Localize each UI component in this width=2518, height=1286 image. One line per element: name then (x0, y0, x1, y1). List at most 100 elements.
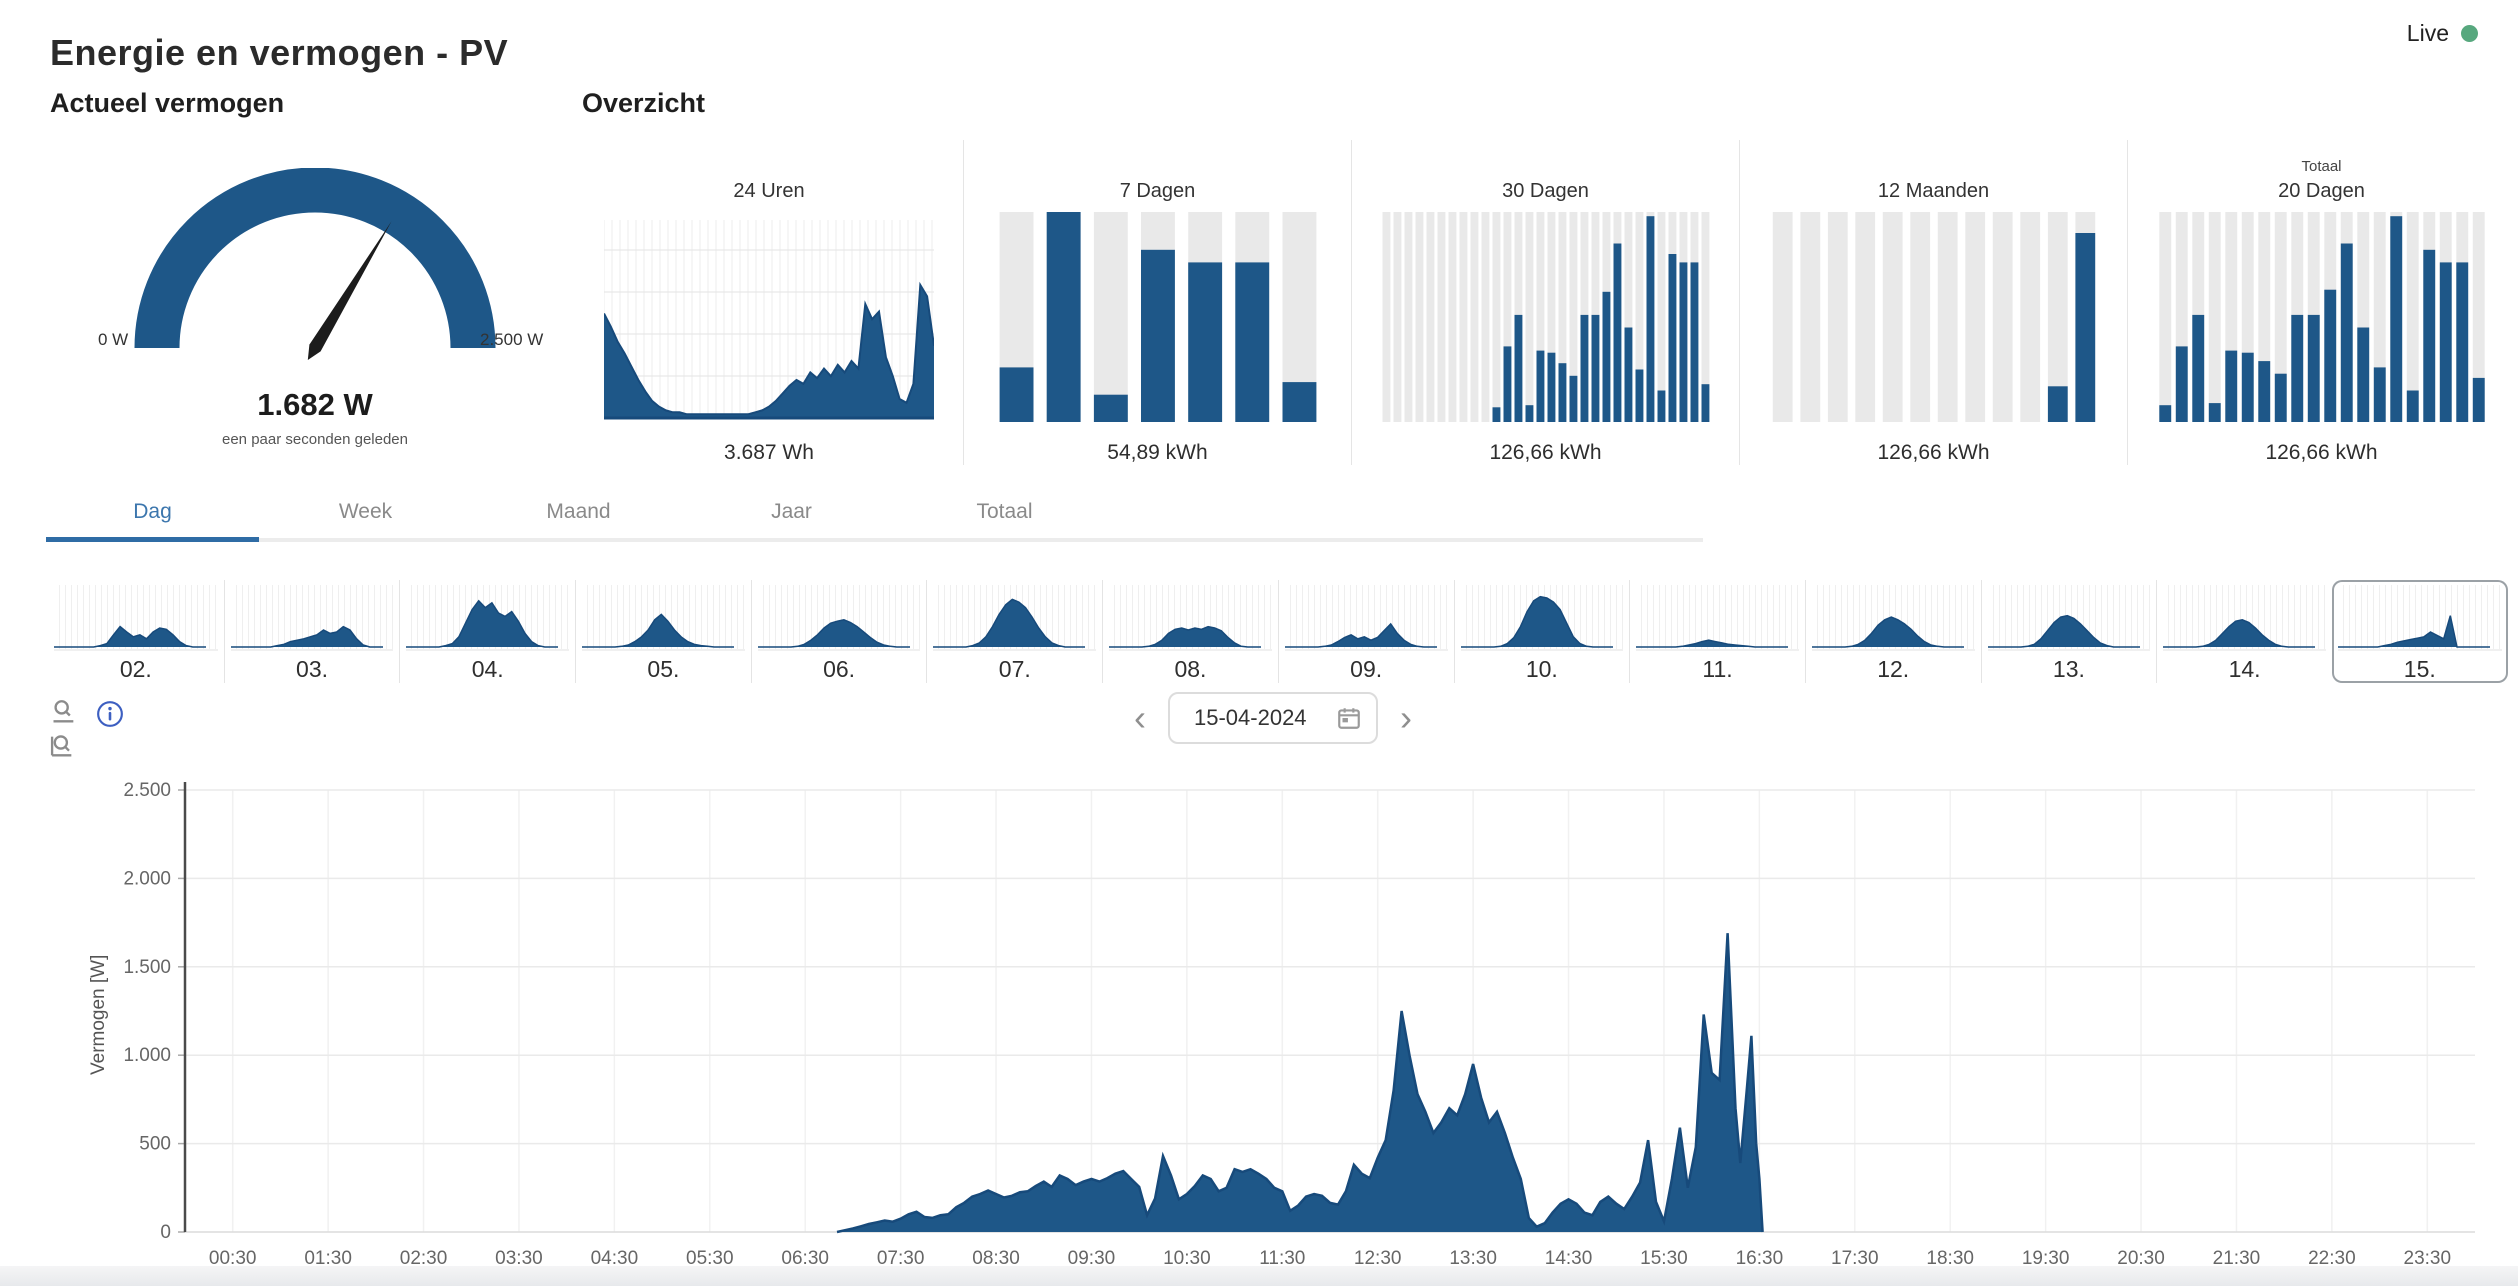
day-label: 04. (471, 656, 504, 682)
chevron-right-icon[interactable]: › (1400, 697, 1412, 738)
x-axis-label: 19:30 (2022, 1248, 2070, 1269)
day-cell-07[interactable]: 07. (926, 580, 1102, 683)
tab-track (46, 537, 1703, 542)
day-cell-06[interactable]: 06. (750, 580, 927, 683)
day-cell-13[interactable]: 13. (1980, 580, 2157, 683)
x-axis-label: 02:30 (400, 1248, 448, 1269)
day-label: 10. (1525, 656, 1558, 682)
x-axis-label: 17:30 (1831, 1248, 1879, 1269)
x-axis-label: 12:30 (1354, 1248, 1402, 1269)
day-mini-chart (54, 585, 218, 651)
overview-value-12m: 126,66 kWh (1877, 441, 1990, 464)
overview-chart-7d (999, 212, 1316, 422)
day-label: 05. (647, 656, 680, 682)
overview-value-total: 126,66 kWh (2265, 441, 2378, 464)
day-mini-chart (757, 585, 921, 651)
overview-value-24h: 3.687 Wh (724, 441, 814, 464)
svg-text:0: 0 (160, 1222, 171, 1243)
day-mini-chart (1460, 585, 1624, 651)
day-cell-08[interactable]: 08. (1102, 580, 1278, 683)
day-label: 07. (998, 656, 1031, 682)
overview-title-12m: 12 Maanden (1877, 180, 1990, 202)
calendar-icon[interactable] (1336, 705, 1362, 731)
section-title-actueel-vermogen: Actueel vermogen (50, 88, 285, 118)
overview-cell-30d: 30 Dagen 126,66 kWh (1351, 140, 1739, 465)
svg-text:1.500: 1.500 (123, 957, 171, 978)
gauge-max-label: 2.500 W (480, 330, 544, 349)
x-axis-label: 06:30 (781, 1248, 829, 1269)
date-navigation: ‹ › (1130, 692, 1416, 744)
x-axis-label: 18:30 (1926, 1248, 1974, 1269)
day-label: 03. (296, 656, 329, 682)
tab-dag[interactable]: Dag (133, 500, 172, 523)
day-mini-chart (406, 585, 570, 651)
day-cell-03[interactable]: 03. (223, 580, 400, 683)
day-cell-12[interactable]: 12. (1804, 580, 1981, 683)
overview-value-30d: 126,66 kWh (1489, 441, 1602, 464)
svg-text:500: 500 (139, 1134, 171, 1155)
day-mini-chart (2163, 585, 2326, 651)
overview-cell-12m: 12 Maanden 126,66 kWh (1739, 140, 2127, 465)
day-mini-chart (1109, 585, 1272, 651)
x-axis-label: 11:30 (1259, 1248, 1305, 1269)
x-axis-label: 23:30 (2404, 1248, 2452, 1269)
tab-jaar[interactable]: Jaar (771, 500, 812, 523)
gauge-arc (134, 168, 496, 360)
overview-subtitle-total: Totaal (2301, 158, 2342, 175)
day-cell-11[interactable]: 11. (1629, 580, 1805, 683)
period-tabs: Dag Week Maand Jaar Totaal (46, 492, 1703, 542)
overview-chart-12m (1772, 212, 2095, 422)
tab-maand[interactable]: Maand (546, 500, 611, 523)
date-input[interactable] (1192, 704, 1326, 732)
day-cell-04[interactable]: 04. (399, 580, 575, 683)
overview-chart-30d (1382, 212, 1709, 422)
overview-charts: 24 Uren 3.687 Wh 7 Dagen 54,89 kWh 30 Da… (575, 140, 2515, 465)
svg-text:1.000: 1.000 (123, 1045, 171, 1066)
active-tab-underline (46, 537, 259, 542)
x-axis-label: 22:30 (2308, 1248, 2356, 1269)
overview-title-7d: 7 Dagen (1119, 180, 1196, 202)
overview-chart-total (2158, 212, 2485, 422)
overview-chart-24h (603, 220, 935, 420)
overview-cell-total: Totaal 20 Dagen 126,66 kWh (2127, 140, 2515, 465)
page-title: Energie en vermogen - PV (50, 32, 509, 74)
live-status-dot-icon (2461, 25, 2478, 42)
x-axis-label: 15:30 (1640, 1248, 1688, 1269)
zoom-xy-icon[interactable] (48, 732, 76, 760)
chevron-left-icon[interactable]: ‹ (1134, 697, 1146, 738)
main-power-chart[interactable]: 0 500 1.000 1.500 2.000 2.500 00:30 01:30 02:30 0… (0, 772, 2518, 1277)
day-cell-05[interactable]: 05. (575, 580, 751, 683)
day-label: 08. (1174, 656, 1207, 682)
x-axis-label: 04:30 (591, 1248, 639, 1269)
day-cell-15[interactable]: 15. (2332, 580, 2508, 683)
x-axis-label: 03:30 (495, 1248, 543, 1269)
day-cell-02[interactable]: 02. (48, 580, 224, 683)
day-label: 02. (119, 656, 152, 682)
live-badge: Live (2407, 20, 2478, 47)
info-icon[interactable] (96, 700, 124, 728)
x-axis-label: 07:30 (877, 1248, 925, 1269)
day-label: 11. (1702, 656, 1733, 682)
tab-totaal[interactable]: Totaal (976, 500, 1033, 523)
day-mini-chart (1811, 585, 1975, 651)
day-mini-chart (1636, 585, 1799, 651)
day-cell-09[interactable]: 09. (1277, 580, 1454, 683)
zoom-x-icon[interactable] (50, 698, 78, 726)
x-axis-label: 09:30 (1068, 1248, 1116, 1269)
x-axis-label: 00:30 (209, 1248, 257, 1269)
day-label: 15. (2403, 656, 2436, 682)
overview-value-7d: 54,89 kWh (1107, 441, 1208, 464)
day-mini-chart (230, 585, 394, 651)
day-cell-10[interactable]: 10. (1453, 580, 1630, 683)
gauge-min-label: 0 W (98, 330, 129, 349)
gauge-value: 1.682 W (257, 387, 373, 422)
day-cell-14[interactable]: 14. (2156, 580, 2332, 683)
x-axis-label: 05:30 (686, 1248, 734, 1269)
section-title-overzicht: Overzicht (582, 88, 706, 118)
x-axis-label: 13:30 (1449, 1248, 1497, 1269)
day-label: 13. (2052, 656, 2085, 682)
date-picker[interactable] (1168, 692, 1378, 744)
tab-week[interactable]: Week (338, 500, 393, 523)
overview-title-24h: 24 Uren (733, 180, 805, 202)
x-axis-label: 01:30 (304, 1248, 352, 1269)
